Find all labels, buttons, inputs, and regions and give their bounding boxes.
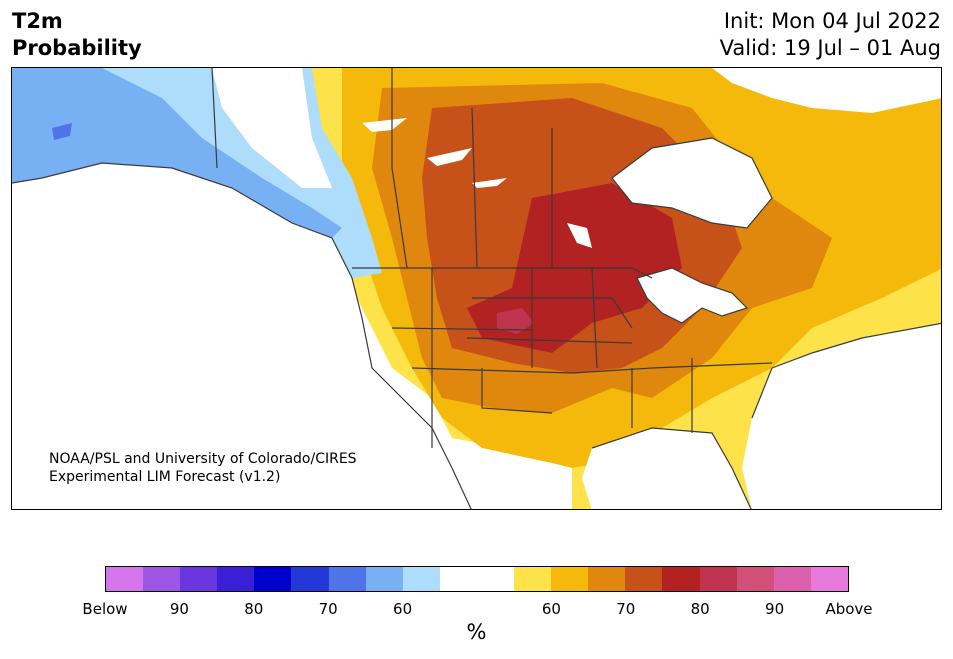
colorbar-tick-label: 60	[393, 600, 413, 618]
zone-below-80	[52, 123, 72, 140]
colorbar-segment	[291, 567, 329, 591]
colorbar-tick-label: 90	[765, 600, 785, 618]
colorbar-tick-label: Below	[82, 600, 128, 618]
valid-range: Valid: 19 Jul – 01 Aug	[719, 36, 941, 60]
colorbar-unit: %	[466, 620, 487, 644]
zone-peak-high	[497, 308, 534, 334]
zone-below-70	[12, 68, 342, 238]
colorbar-segment	[439, 567, 477, 591]
colorbar-tick-label: 60	[541, 600, 561, 618]
colorbar-segment	[180, 567, 218, 591]
lake-1	[362, 118, 407, 132]
zone-neutral	[212, 68, 332, 188]
colorbar-segment	[106, 567, 144, 591]
title-line-2: Probability	[12, 36, 142, 60]
colorbar	[105, 566, 849, 592]
credit-line-2: Experimental LIM Forecast (v1.2)	[49, 469, 281, 485]
forecast-dates: Init: Mon 04 Jul 2022 Valid: 19 Jul – 01…	[720, 8, 941, 62]
colorbar-tick-label: 80	[690, 600, 710, 618]
colorbar-segment	[476, 567, 515, 591]
colorbar-segment	[328, 567, 366, 591]
colorbar-segment	[810, 567, 848, 591]
colorbar-segment	[143, 567, 181, 591]
colorbar-ticks: Below 90 80 70 60 60 70 80 90 Above	[0, 600, 953, 620]
colorbar-segment	[699, 567, 737, 591]
credit-text: NOAA/PSL and University of Colorado/CIRE…	[49, 450, 357, 486]
colorbar-segment	[662, 567, 700, 591]
chart-title: T2m Probability	[12, 8, 142, 62]
colorbar-segment	[514, 567, 552, 591]
colorbar-tick-label: Above	[825, 600, 873, 618]
borders	[12, 68, 941, 509]
colorbar-segment	[402, 567, 440, 591]
atlantic-ocean	[742, 323, 941, 509]
colorbar-segment	[588, 567, 626, 591]
colorbar-segment	[551, 567, 589, 591]
great-lakes	[637, 268, 747, 323]
colorbar-tick-label: 70	[318, 600, 338, 618]
colorbar-segment	[625, 567, 663, 591]
credit-line-1: NOAA/PSL and University of Colorado/CIRE…	[49, 451, 357, 467]
colorbar-tick-label: 70	[616, 600, 636, 618]
colorbar-segment	[365, 567, 403, 591]
gulf-of-mexico	[582, 428, 752, 509]
map-svg	[12, 68, 941, 509]
title-line-1: T2m	[12, 9, 63, 33]
probability-map	[11, 67, 942, 510]
colorbar-segment	[254, 567, 292, 591]
lake-4	[472, 178, 507, 188]
arctic-water	[712, 68, 941, 113]
colorbar-segment	[736, 567, 774, 591]
colorbar-tick-label: 80	[244, 600, 264, 618]
lake-2	[427, 148, 472, 166]
lake-3	[567, 223, 592, 248]
colorbar-segment	[773, 567, 811, 591]
pacific-ocean	[12, 163, 472, 509]
colorbar-tick-label: 90	[169, 600, 189, 618]
colorbar-segment	[217, 567, 255, 591]
init-date: Init: Mon 04 Jul 2022	[723, 9, 941, 33]
